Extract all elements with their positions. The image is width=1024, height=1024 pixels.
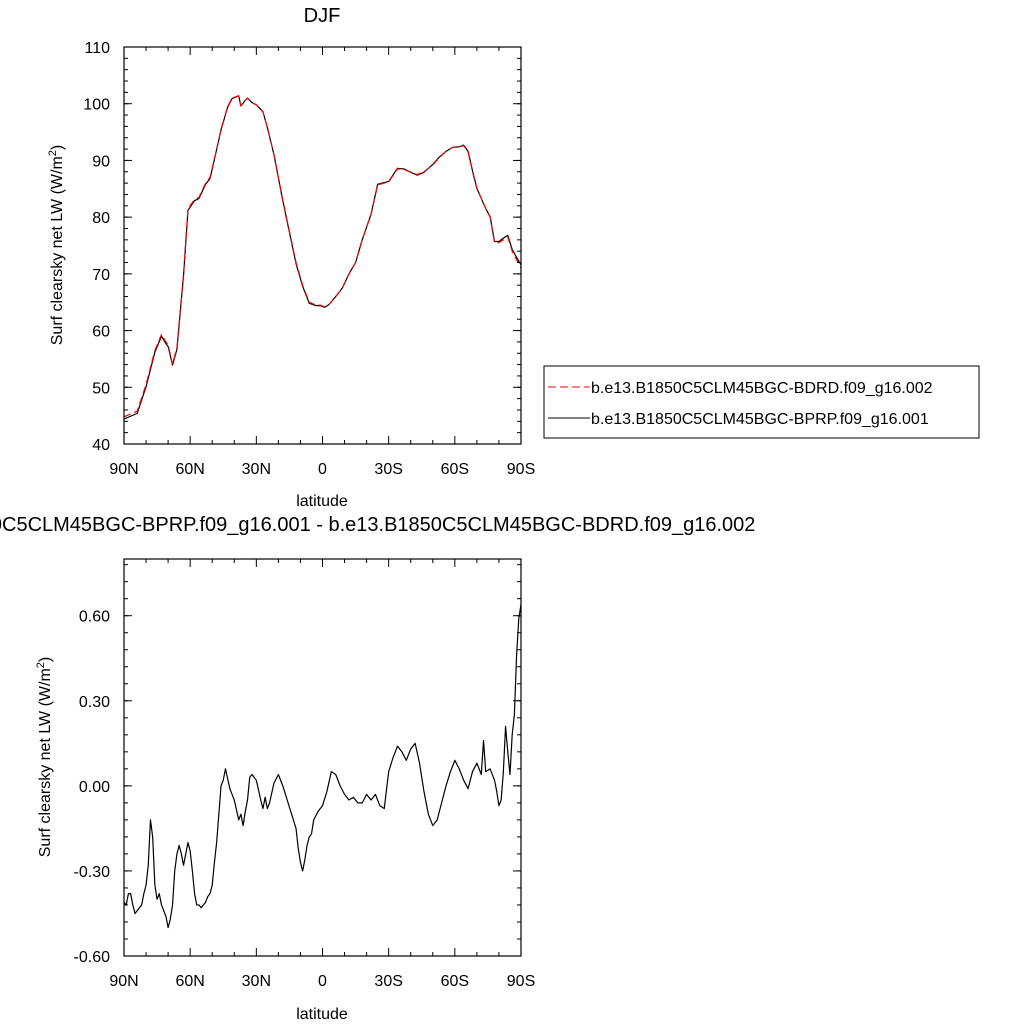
x-tick-label: 90S	[507, 461, 535, 478]
y-tick-label: 80	[92, 210, 110, 227]
y-tick-label: 100	[83, 97, 110, 114]
x-tick-label: 0	[318, 461, 327, 478]
series-line-1	[123, 95, 522, 418]
legend-box	[543, 365, 980, 439]
x-tick-label: 30N	[242, 461, 271, 478]
y-tick-label: 60	[92, 324, 110, 341]
y-tick-label: 110	[84, 40, 110, 57]
y-tick-label: -0.30	[74, 864, 111, 881]
legend-label-bdrd: b.e13.B1850C5CLM45BGC-BDRD.f09_g16.002	[591, 380, 933, 397]
y-tick-label: 0.60	[79, 609, 110, 626]
x-tick-label: 60N	[175, 461, 204, 478]
x-tick-label: 30S	[374, 461, 402, 478]
x-tick-label: 60S	[441, 461, 469, 478]
top-chart-title: DJF	[304, 5, 341, 27]
y-tick-label: 0.30	[79, 694, 110, 711]
y-tick-label: 70	[92, 267, 110, 284]
bottom-x-axis-label: latitude	[296, 1006, 348, 1023]
bottom-chart-title: b.e13.B1850C5CLM45BGC-BPRP.f09_g16.001 -…	[0, 514, 755, 536]
y-tick-label: 90	[92, 153, 110, 170]
y-tick-label: 0.00	[79, 779, 110, 796]
bottom-panel: b.e13.B1850C5CLM45BGC-BPRP.f09_g16.001 -…	[0, 514, 755, 1023]
legend-label-bprp: b.e13.B1850C5CLM45BGC-BPRP.f09_g16.001	[591, 411, 929, 428]
legend: b.e13.B1850C5CLM45BGC-BDRD.f09_g16.002 b…	[543, 365, 980, 439]
bottom-y-axis-label: Surf clearsky net LW (W/m2)	[35, 657, 54, 858]
top-x-axis-label: latitude	[296, 493, 348, 510]
top-panel: DJF 90N 60N 30N 0 30S 60S 90S 40 50 60 70 80 90 100 11…	[47, 5, 535, 510]
x-tick-label: 60N	[175, 973, 204, 990]
bottom-plot-frame	[123, 558, 522, 957]
x-tick-label: 90S	[507, 973, 535, 990]
x-tick-label: 0	[318, 973, 327, 990]
x-tick-label: 90N	[109, 461, 138, 478]
y-tick-label: 40	[92, 437, 110, 454]
x-tick-label: 60S	[441, 973, 469, 990]
y-tick-label: 50	[92, 380, 110, 397]
top-y-axis-label: Surf clearsky net LW (W/m2)	[47, 145, 66, 346]
y-tick-label: -0.60	[74, 949, 111, 966]
top-plot-frame	[123, 46, 522, 445]
x-tick-label: 90N	[109, 973, 138, 990]
series-line-1	[123, 604, 522, 929]
series-line-2	[123, 95, 522, 420]
x-tick-label: 30S	[374, 973, 402, 990]
x-tick-label: 30N	[242, 973, 271, 990]
